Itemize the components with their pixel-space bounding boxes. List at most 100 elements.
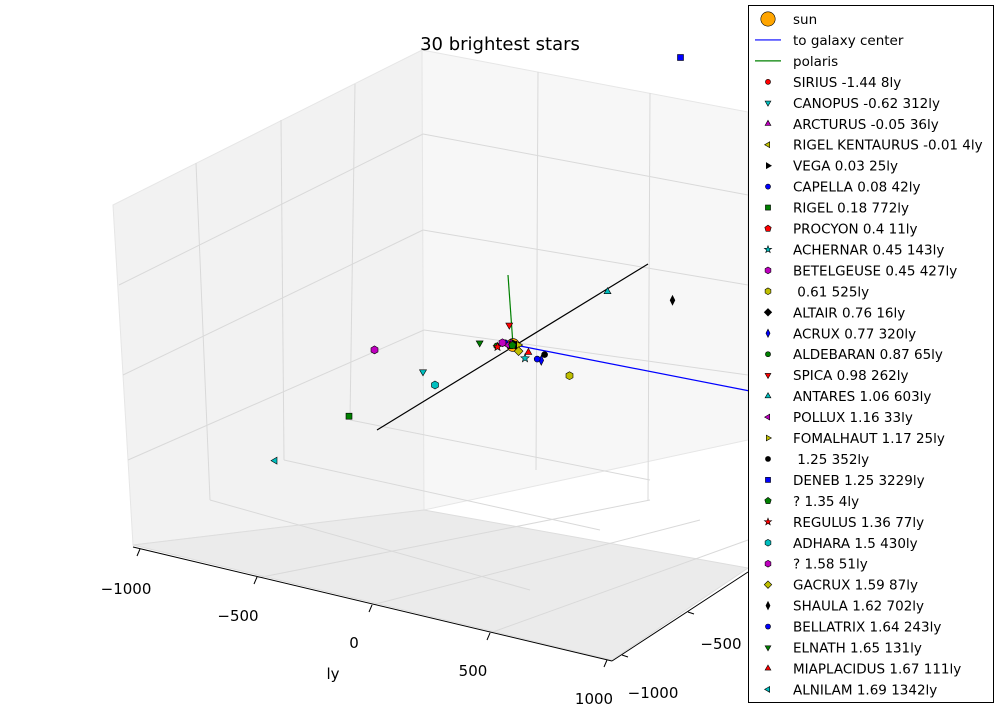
legend-entry: sun: [760, 11, 817, 28]
legend-label: RIGEL KENTAURUS -0.01 4ly: [793, 138, 983, 154]
legend-label: ? 1.35 4ly: [793, 494, 859, 510]
legend-marker: [764, 664, 772, 671]
star-point-alnilam: [270, 456, 278, 465]
legend-entry: SIRIUS -1.44 8ly: [765, 75, 901, 91]
x-tick-labels: −1000 −500 0 500 1000: [101, 580, 613, 707]
legend-label: ALNILAM 1.69 1342ly: [793, 682, 937, 698]
star-point-shaula: [669, 294, 676, 306]
x-tick-label: 1000: [575, 690, 613, 707]
legend-label: PROCYON 0.4 11ly: [793, 222, 918, 238]
legend-entry: ARCTURUS -0.05 36ly: [764, 117, 939, 133]
legend-label: ? 1.58 51ly: [793, 557, 868, 573]
legend-entry: ACRUX 0.77 320ly: [765, 326, 916, 342]
legend-entry: CAPELLA 0.08 42ly: [765, 180, 920, 196]
legend-label: POLLUX 1.16 33ly: [793, 410, 913, 426]
legend-entry: DENEB 1.25 3229ly: [765, 473, 925, 489]
legend-entry: GACRUX 1.59 87ly: [763, 578, 918, 594]
legend-entry: RIGEL 0.18 772ly: [765, 201, 909, 217]
legend-label: ADHARA 1.5 430ly: [793, 536, 918, 552]
legend-label: polaris: [793, 54, 838, 70]
legend-label: VEGA 0.03 25ly: [793, 159, 898, 175]
legend-marker: [765, 434, 773, 442]
legend-marker: [765, 204, 771, 211]
chart-title: 30 brightest stars: [420, 34, 580, 55]
legend-entry: ALNILAM 1.69 1342ly: [763, 682, 937, 698]
legend-label: ACHERNAR 0.45 143ly: [793, 242, 944, 258]
legend-marker: [764, 497, 772, 504]
back-pane: [421, 49, 749, 511]
legend-marker: [765, 600, 771, 611]
legend-label: FOMALHAUT 1.17 25ly: [793, 431, 945, 447]
legend-marker: [760, 11, 776, 27]
legend-entry: REGULUS 1.36 77ly: [763, 515, 924, 531]
legend-marker: [763, 517, 773, 526]
legend-entry: BELLATRIX 1.64 243ly: [765, 620, 941, 636]
star-point--: [508, 340, 517, 349]
star-markers: [270, 54, 684, 465]
legend-marker: [765, 183, 771, 190]
legend-entry: VEGA 0.03 25ly: [765, 159, 898, 175]
legend-entry: CANOPUS -0.62 312ly: [764, 96, 940, 112]
x-tick-label: 500: [459, 662, 488, 680]
legend-entry: ACHERNAR 0.45 143ly: [763, 242, 944, 258]
legend-label: BETELGEUSE 0.45 427ly: [793, 263, 957, 279]
legend-marker: [763, 308, 773, 317]
star-point-bellatrix: [533, 355, 541, 363]
legend-marker: [764, 392, 772, 399]
legend-entry: FOMALHAUT 1.17 25ly: [765, 431, 945, 447]
legend-marker: [764, 645, 772, 652]
legend-entry: SHAULA 1.62 702ly: [765, 599, 924, 615]
legend-entry: ELNATH 1.65 131ly: [764, 641, 922, 657]
legend-marker: [765, 623, 771, 630]
legend-items: sun to galaxy center polaris SIRIUS -1.44 8…: [755, 11, 983, 698]
legend-entry: POLLUX 1.16 33ly: [764, 410, 913, 426]
legend-label: CAPELLA 0.08 42ly: [793, 180, 920, 196]
x-tick-label: 0: [349, 634, 359, 652]
legend-label: ARCTURUS -0.05 36ly: [793, 117, 939, 133]
legend-label: RIGEL 0.18 772ly: [793, 201, 909, 217]
star-point-elnath: [475, 340, 484, 348]
legend-entry: ALDEBARAN 0.87 65ly: [765, 347, 943, 363]
legend-marker: [764, 287, 772, 296]
legend-label: DENEB 1.25 3229ly: [793, 473, 925, 489]
x-tick-label: −500: [217, 607, 258, 625]
legend: sun to galaxy center polaris SIRIUS -1.44 8…: [748, 5, 994, 703]
star-point-betelgeuse: [370, 345, 379, 355]
polaris-line: [507, 274, 514, 346]
y-axis-ticks: [621, 611, 695, 658]
star-point-miaplacidus: [524, 347, 533, 355]
chart-3d-box: [112, 49, 750, 668]
legend-label: MIAPLACIDUS 1.67 111ly: [793, 661, 961, 677]
legend-marker: [764, 266, 772, 275]
legend-entry: polaris: [755, 54, 838, 70]
star-point-rigel: [345, 412, 353, 420]
star-point--: [498, 338, 507, 348]
legend-label: ANTARES 1.06 603ly: [793, 389, 931, 405]
y-tick-labels: −500 −1000: [628, 635, 742, 702]
star-point-antares: [603, 287, 612, 295]
legend-box: [748, 5, 994, 703]
star-point-fomalhaut: [516, 340, 524, 349]
legend-label: SIRIUS -1.44 8ly: [793, 75, 901, 91]
legend-marker: [763, 244, 773, 254]
legend-label: GACRUX 1.59 87ly: [793, 578, 918, 594]
legend-label: REGULUS 1.36 77ly: [793, 515, 924, 531]
legend-entry: RIGEL KENTAURUS -0.01 4ly: [763, 138, 983, 154]
star-point-adhara: [431, 380, 439, 390]
y-axis-line: [611, 571, 749, 662]
legend-label: to galaxy center: [793, 33, 904, 49]
legend-label: ALTAIR 0.76 16ly: [793, 305, 905, 321]
legend-marker: [764, 119, 772, 126]
legend-entry: ANTARES 1.06 603ly: [764, 389, 931, 405]
legend-label: ACRUX 0.77 320ly: [793, 326, 916, 342]
star-point-gacrux: [513, 346, 524, 356]
legend-label: BELLATRIX 1.64 243ly: [793, 620, 941, 636]
legend-marker: [764, 224, 772, 232]
legend-marker: [764, 373, 772, 380]
legend-label: CANOPUS -0.62 312ly: [793, 96, 940, 112]
legend-entry: ? 1.58 51ly: [764, 557, 868, 573]
x-axis-label: ly: [326, 665, 339, 683]
legend-entry: BETELGEUSE 0.45 427ly: [764, 263, 957, 279]
legend-marker: [765, 456, 771, 462]
legend-entry: ? 1.35 4ly: [764, 494, 859, 510]
